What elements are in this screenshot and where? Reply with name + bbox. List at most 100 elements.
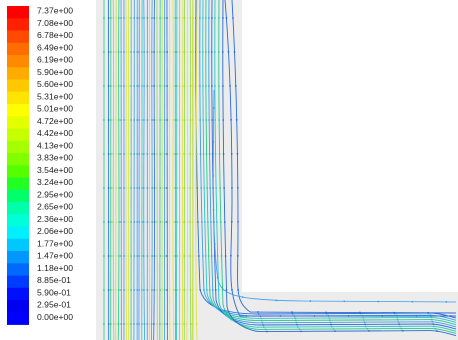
streamline-marker <box>120 323 123 325</box>
streamline-marker <box>359 311 361 314</box>
streamline-marker <box>189 51 192 53</box>
streamline-marker <box>189 323 192 325</box>
streamline-marker <box>138 221 141 223</box>
streamline-marker <box>124 187 127 189</box>
streamline-marker <box>166 255 168 257</box>
streamline-marker <box>217 17 220 19</box>
streamline-marker <box>141 255 143 257</box>
streamline-marker <box>235 119 238 121</box>
streamline-marker <box>178 51 181 53</box>
streamline-marker <box>202 119 205 121</box>
streamline-marker <box>210 255 213 257</box>
streamline-marker <box>107 221 110 223</box>
streamline-marker <box>112 153 115 155</box>
streamline-marker <box>109 323 112 325</box>
streamline-marker <box>264 328 267 331</box>
streamline-marker <box>445 301 448 303</box>
streamline-marker <box>217 289 220 291</box>
streamline-marker <box>118 187 120 189</box>
streamline-marker <box>183 187 186 189</box>
streamline-marker <box>325 311 327 314</box>
streamline-marker <box>195 119 198 121</box>
streamline-marker <box>210 17 213 19</box>
streamline-marker <box>151 17 153 19</box>
streamline-marker <box>398 323 401 326</box>
streamline-marker <box>112 17 115 19</box>
streamline-marker <box>178 255 181 257</box>
streamline-marker <box>159 323 161 325</box>
legend-label: 5.31e+00 <box>37 91 73 101</box>
streamline-marker <box>140 323 143 325</box>
streamline-marker <box>159 51 161 53</box>
streamline-marker <box>229 84 231 87</box>
streamline <box>208 0 457 328</box>
streamline-marker <box>233 51 236 53</box>
streamline-marker <box>175 323 178 325</box>
streamline-marker <box>133 255 136 257</box>
streamline-marker <box>328 317 330 319</box>
streamline-marker <box>118 221 120 223</box>
streamline-marker <box>103 119 105 121</box>
streamline-marker <box>208 85 210 87</box>
streamline-marker <box>120 289 123 291</box>
streamline-marker <box>151 221 154 223</box>
streamline-marker <box>234 320 237 323</box>
streamline-marker <box>168 153 171 155</box>
legend-swatch <box>7 55 29 68</box>
streamline-marker <box>163 323 166 325</box>
streamline-marker <box>400 327 403 330</box>
streamline-marker <box>411 300 414 303</box>
streamline-marker <box>178 289 181 291</box>
streamline-marker <box>174 221 177 223</box>
legend-label: 5.90e-01 <box>37 287 71 297</box>
streamline-marker <box>123 289 125 291</box>
streamline-marker <box>191 119 194 121</box>
streamline-marker <box>210 51 213 53</box>
streamline-marker <box>332 328 335 330</box>
streamline-marker <box>115 51 117 53</box>
streamline-marker <box>125 323 128 325</box>
legend-swatch <box>7 214 29 227</box>
streamline-marker <box>257 311 259 313</box>
streamline-marker <box>174 187 177 189</box>
streamline-marker <box>107 255 110 257</box>
streamline-marker <box>343 300 346 303</box>
streamline-marker <box>153 51 155 53</box>
streamline-marker <box>197 255 200 257</box>
streamline-marker <box>328 319 331 322</box>
streamline-marker <box>216 255 219 257</box>
streamline-marker <box>138 289 141 291</box>
streamline-marker <box>191 221 194 223</box>
streamline-marker <box>168 221 171 223</box>
streamline-marker <box>347 315 350 317</box>
streamline-marker <box>330 323 333 326</box>
streamline-marker <box>195 51 198 53</box>
streamline-marker <box>123 119 125 121</box>
streamline-marker <box>142 255 145 257</box>
streamline-marker <box>257 313 260 315</box>
streamline-marker <box>291 311 293 314</box>
streamline-marker <box>168 51 171 53</box>
streamline-marker <box>201 51 204 53</box>
streamline-marker <box>230 220 233 223</box>
streamline <box>195 0 198 340</box>
streamline-marker <box>195 85 198 87</box>
streamline-marker <box>136 85 139 87</box>
streamline-marker <box>195 255 197 257</box>
streamline-marker <box>174 17 177 19</box>
streamline-marker <box>181 85 184 87</box>
streamline-marker <box>112 85 115 87</box>
streamline-marker <box>181 51 184 53</box>
streamline-marker <box>161 119 164 121</box>
streamline-marker <box>153 289 156 291</box>
legend-label: 5.01e+00 <box>37 104 73 114</box>
streamline-marker <box>138 119 141 121</box>
streamline-marker <box>161 255 164 257</box>
streamline-marker <box>115 85 117 87</box>
streamline-marker <box>117 85 120 87</box>
streamline-marker <box>153 187 156 189</box>
streamline-marker <box>156 323 159 325</box>
streamline-marker <box>125 119 128 121</box>
streamline-marker <box>123 51 125 53</box>
streamline-marker <box>171 187 174 189</box>
